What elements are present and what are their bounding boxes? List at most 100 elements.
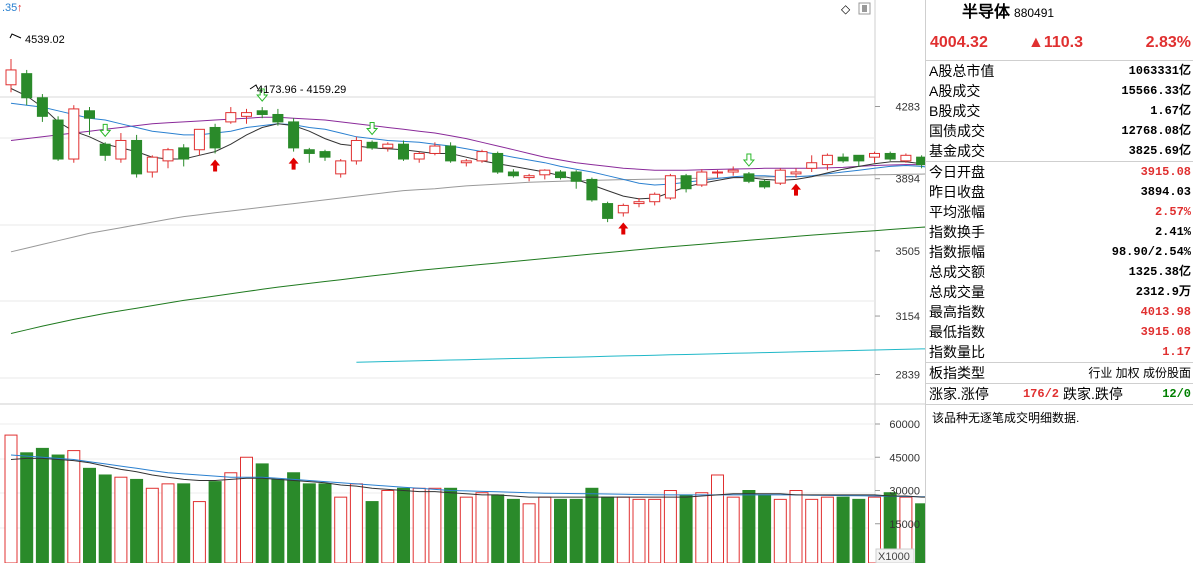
candle-body bbox=[539, 169, 551, 176]
stat-value: 1.17 bbox=[1162, 345, 1191, 359]
volume-bar bbox=[585, 487, 599, 563]
volume-bar bbox=[663, 490, 677, 563]
candle-body bbox=[633, 201, 645, 205]
volume-bar bbox=[852, 498, 866, 563]
quote-panel: 半导体 880491 4004.32 ▲110.3 2.83% A股总市值 1063… bbox=[925, 0, 1193, 563]
stat-value: 3915.08 bbox=[1140, 325, 1191, 339]
ma-green-line bbox=[10, 226, 925, 334]
volume-bar bbox=[883, 492, 897, 563]
current-price: 4004.32 bbox=[930, 34, 988, 51]
volume-bar bbox=[4, 434, 18, 563]
candle-body bbox=[272, 113, 284, 123]
index-stats: 今日开盘 3915.08 昨日收盘 3894.03 平均涨幅 2.57% 指数换手 2.41%… bbox=[926, 161, 1193, 362]
stat-label: B股成交 bbox=[929, 103, 981, 119]
volume-bar bbox=[83, 467, 96, 563]
volume-bar bbox=[67, 450, 81, 563]
stat-value: 98.90/2.54% bbox=[1111, 245, 1191, 259]
candle-body bbox=[680, 175, 692, 190]
candle-body bbox=[335, 160, 347, 175]
volume-bar bbox=[318, 483, 332, 563]
volume-bar bbox=[915, 503, 925, 563]
ma-long-line bbox=[10, 116, 925, 171]
stat-label: 总成交额 bbox=[929, 264, 985, 280]
volume-bar bbox=[538, 496, 552, 563]
volume-bar bbox=[805, 498, 819, 563]
top-left-label: .35 bbox=[2, 2, 17, 14]
volume-bar bbox=[208, 481, 222, 563]
price-change: ▲110.3 bbox=[1028, 34, 1083, 51]
volume-bar bbox=[114, 476, 128, 563]
panel-header: 半导体 880491 bbox=[926, 0, 1193, 26]
candle-body bbox=[460, 160, 472, 164]
sell-arrow-icon bbox=[742, 153, 755, 167]
candle-body bbox=[288, 121, 300, 149]
candle-body bbox=[602, 203, 614, 219]
volume-unit-label: X1000 bbox=[878, 551, 910, 563]
volume-bar bbox=[569, 498, 583, 563]
volume-tick-label: 45000 bbox=[889, 452, 920, 464]
volume-bar bbox=[287, 472, 301, 563]
diamond-icon[interactable]: ◇ bbox=[841, 2, 851, 16]
stat-row: 总成交量 2312.9万 bbox=[926, 282, 1193, 302]
stat-value: 4013.98 bbox=[1140, 305, 1191, 319]
volume-tick-label: 60000 bbox=[889, 419, 920, 431]
stat-row: B股成交 1.67亿 bbox=[926, 101, 1193, 121]
fall-value: 12/0 bbox=[1162, 387, 1191, 401]
stat-value: 15566.33亿 bbox=[1121, 84, 1191, 98]
stat-label: 指数振幅 bbox=[929, 244, 985, 260]
stat-row: 最高指数 4013.98 bbox=[926, 302, 1193, 322]
candle-body bbox=[743, 173, 755, 182]
candle-body bbox=[869, 152, 880, 158]
type-value[interactable]: 行业 加权 成份股面 bbox=[1088, 366, 1191, 380]
volume-bar bbox=[616, 496, 630, 563]
volume-bar bbox=[51, 454, 65, 563]
price-tick-label: 2839 bbox=[896, 370, 920, 382]
candle-body bbox=[5, 69, 17, 86]
up-arrow-icon: ↑ bbox=[17, 2, 23, 14]
sell-arrow-icon bbox=[256, 88, 269, 102]
candle-body bbox=[319, 151, 331, 158]
candle-body bbox=[507, 171, 519, 177]
stat-label: 最低指数 bbox=[929, 324, 985, 340]
volume-bar bbox=[475, 492, 489, 563]
index-name: 半导体 bbox=[962, 4, 1011, 21]
candle-body bbox=[68, 108, 80, 160]
stat-row: 指数量比 1.17 bbox=[926, 342, 1193, 362]
stat-value: 3915.08 bbox=[1140, 165, 1191, 179]
stat-row: 总成交额 1325.38亿 bbox=[926, 262, 1193, 282]
candle-body bbox=[382, 143, 394, 149]
volume-bar bbox=[271, 478, 285, 563]
candle-body bbox=[617, 204, 629, 214]
stat-label: 今日开盘 bbox=[929, 164, 985, 180]
volume-bar bbox=[506, 498, 520, 563]
volume-bar bbox=[773, 498, 787, 563]
kline-chart[interactable]: 4283 3894 3505 3154 2839 60000 45000 30000 15000… bbox=[0, 0, 925, 563]
candle-body bbox=[649, 193, 661, 203]
volume-bar bbox=[648, 498, 662, 563]
stat-row: 昨日收盘 3894.03 bbox=[926, 182, 1193, 202]
volume-bar bbox=[381, 490, 395, 563]
volume-bar bbox=[695, 492, 709, 563]
stat-value: 2.57% bbox=[1154, 205, 1191, 219]
volume-bar bbox=[601, 496, 615, 563]
market-stats: A股总市值 1063331亿 A股成交 15566.33亿 B股成交 1.67亿 国债成交 1… bbox=[926, 61, 1193, 161]
candle-body bbox=[774, 169, 786, 184]
volume-bar bbox=[365, 501, 379, 563]
candle-body bbox=[853, 154, 865, 162]
candle-body bbox=[350, 139, 362, 162]
stat-value: 2312.9万 bbox=[1135, 285, 1191, 299]
stat-row: 最低指数 3915.08 bbox=[926, 322, 1193, 342]
stat-row: A股总市值 1063331亿 bbox=[926, 61, 1193, 81]
candle-body bbox=[162, 149, 174, 162]
volume-bar bbox=[742, 490, 756, 563]
price-pct: 2.83% bbox=[1145, 34, 1191, 51]
stat-row: 基金成交 3825.69亿 bbox=[926, 141, 1193, 161]
volume-bar bbox=[679, 494, 693, 563]
stat-label: 基金成交 bbox=[929, 143, 985, 159]
stat-value: 2.41% bbox=[1154, 225, 1191, 239]
candle-body bbox=[916, 156, 925, 166]
volume-tick-label: 15000 bbox=[889, 519, 920, 531]
candle-body bbox=[664, 175, 676, 199]
candle-body bbox=[790, 171, 802, 175]
volume-tick-label: 30000 bbox=[889, 486, 920, 498]
